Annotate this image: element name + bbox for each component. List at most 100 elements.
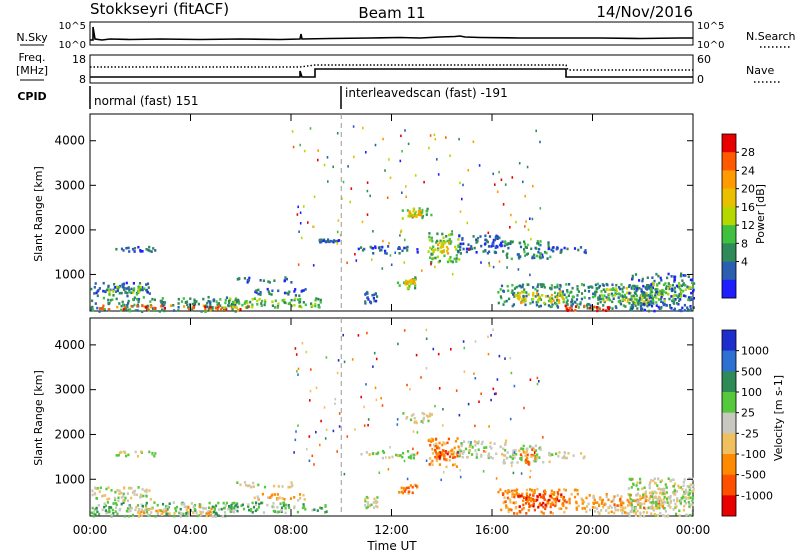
power-data-cell bbox=[602, 297, 605, 300]
power-data-cell bbox=[650, 290, 653, 294]
power-data-cell bbox=[655, 304, 658, 307]
velocity-data-cell bbox=[141, 505, 144, 508]
velocity-data-cell bbox=[657, 477, 660, 480]
velocity-data-cell bbox=[281, 497, 284, 500]
power-data-cell bbox=[594, 292, 597, 296]
velocity-data-cell bbox=[656, 514, 659, 517]
power-data-cell bbox=[299, 297, 302, 301]
power-data-cell bbox=[470, 247, 474, 251]
power-data-cell bbox=[655, 301, 658, 304]
velocity-data-cell bbox=[92, 512, 95, 515]
velocity-data-cell bbox=[634, 499, 637, 503]
power-data-cell bbox=[598, 307, 601, 310]
velocity-data-cell bbox=[150, 511, 153, 514]
velocity-data-cell bbox=[505, 504, 508, 507]
velocity-data-cell bbox=[435, 456, 438, 460]
power-data-cell bbox=[518, 162, 521, 165]
power-data-cell bbox=[507, 246, 510, 250]
velocity-data-cell bbox=[277, 510, 280, 514]
power-data-cell bbox=[654, 288, 657, 291]
velocity-data-cell bbox=[504, 454, 507, 457]
velocity-data-cell bbox=[157, 509, 160, 513]
power-data-cell bbox=[619, 302, 623, 306]
velocity-data-cell bbox=[126, 492, 129, 495]
velocity-data-cell bbox=[516, 512, 519, 515]
power-data-cell bbox=[525, 253, 528, 256]
power-data-cell bbox=[438, 259, 441, 263]
velocity-data-cell bbox=[184, 505, 187, 509]
velocity-scatter-patch bbox=[402, 411, 433, 425]
velocity-data-cell bbox=[683, 490, 686, 494]
power-data-cell bbox=[246, 301, 249, 305]
power-data-cell bbox=[415, 214, 418, 217]
velocity-data-cell bbox=[342, 333, 344, 337]
power-data-cell bbox=[642, 301, 645, 304]
power-colorbar-tick-label: 24 bbox=[741, 164, 755, 177]
velocity-data-cell bbox=[492, 328, 494, 331]
velocity-data-cell bbox=[242, 507, 246, 511]
velocity-data-cell bbox=[210, 507, 213, 511]
velocity-data-cell bbox=[173, 514, 176, 518]
power-data-cell bbox=[103, 307, 106, 311]
velocity-data-cell bbox=[117, 499, 120, 503]
velocity-data-cell bbox=[635, 498, 639, 501]
velocity-data-cell bbox=[536, 498, 539, 502]
velocity-data-cell bbox=[635, 484, 638, 487]
power-data-cell bbox=[313, 195, 316, 198]
power-data-cell bbox=[623, 293, 626, 297]
velocity-data-cell bbox=[303, 505, 306, 509]
velocity-data-cell bbox=[208, 501, 211, 505]
velocity-colorbar-swatch bbox=[722, 412, 736, 434]
power-data-cell bbox=[412, 213, 415, 217]
power-data-cell bbox=[454, 245, 457, 249]
velocity-data-cell bbox=[524, 502, 528, 505]
velocity-data-cell bbox=[655, 502, 658, 505]
velocity-data-cell bbox=[607, 511, 610, 515]
power-data-cell bbox=[439, 250, 442, 253]
velocity-data-cell bbox=[403, 490, 406, 493]
velocity-data-cell bbox=[205, 512, 208, 516]
velocity-data-cell bbox=[206, 510, 209, 514]
velocity-data-cell bbox=[475, 456, 478, 459]
velocity-data-cell bbox=[217, 501, 220, 505]
velocity-data-cell bbox=[104, 509, 107, 512]
power-data-cell bbox=[602, 284, 605, 287]
power-data-cell bbox=[160, 299, 163, 303]
power-data-cell bbox=[366, 181, 369, 184]
velocity-data-cell bbox=[268, 496, 272, 499]
velocity-data-cell bbox=[462, 451, 465, 455]
power-data-cell bbox=[397, 247, 400, 250]
power-data-cell bbox=[412, 207, 415, 211]
power-data-cell bbox=[258, 297, 261, 301]
power-data-cell bbox=[668, 304, 672, 307]
power-data-cell bbox=[237, 299, 240, 303]
velocity-data-cell bbox=[139, 493, 142, 497]
power-data-cell bbox=[371, 247, 374, 250]
velocity-data-cell bbox=[401, 455, 404, 459]
power-data-cell bbox=[125, 287, 128, 290]
velocity-data-cell bbox=[610, 506, 613, 509]
power-data-cell bbox=[559, 291, 562, 295]
power-data-cell bbox=[102, 289, 105, 293]
power-data-cell bbox=[538, 247, 541, 251]
velocity-data-cell bbox=[530, 504, 533, 507]
power-data-cell bbox=[492, 172, 494, 176]
power-data-cell bbox=[350, 187, 353, 190]
velocity-data-cell bbox=[560, 495, 563, 498]
power-data-cell bbox=[285, 291, 288, 295]
power-data-cell bbox=[268, 281, 271, 284]
power-data-cell bbox=[641, 277, 644, 281]
velocity-data-cell bbox=[596, 507, 599, 510]
velocity-data-cell bbox=[474, 444, 477, 447]
power-data-cell bbox=[494, 235, 497, 239]
velocity-data-cell bbox=[145, 501, 148, 505]
velocity-data-cell bbox=[133, 489, 137, 493]
velocity-data-cell bbox=[297, 499, 300, 502]
power-data-cell bbox=[230, 305, 233, 309]
power-data-cell bbox=[127, 286, 130, 289]
velocity-data-cell bbox=[683, 504, 686, 508]
power-data-cell bbox=[416, 251, 419, 254]
power-data-cell bbox=[442, 249, 445, 252]
power-data-cell bbox=[398, 252, 401, 255]
power-data-cell bbox=[637, 303, 640, 306]
